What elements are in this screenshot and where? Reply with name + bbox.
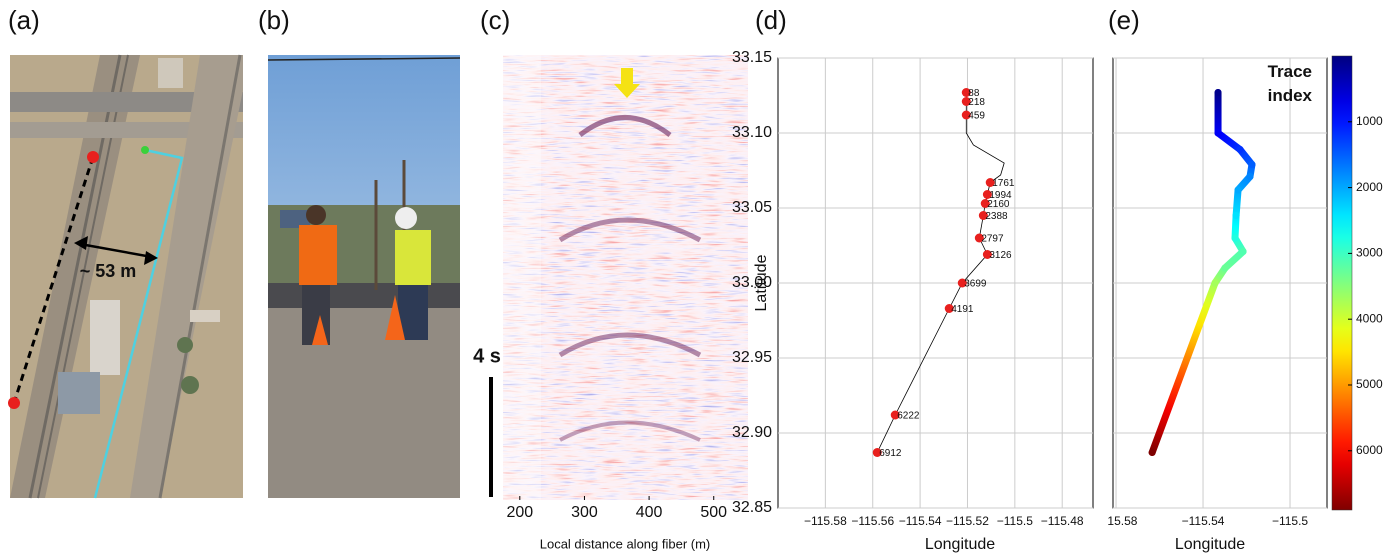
- y-axis-label: Latitude: [753, 254, 770, 311]
- colorbar-tick-label: 3000: [1356, 246, 1383, 260]
- station-marker: [961, 88, 971, 97]
- track-vertex: [1246, 173, 1254, 180]
- station-label: 459: [968, 111, 985, 122]
- track-panel: Longitude −115.58 −115.54 −115.5 1000 2000 30…: [1095, 55, 1383, 553]
- station-marker: [944, 304, 954, 313]
- station-label: 3699: [964, 279, 987, 290]
- station-marker: [980, 199, 990, 208]
- track-vertex: [1214, 129, 1222, 137]
- track-vertex: [1148, 449, 1156, 456]
- station-label: 218: [968, 97, 985, 108]
- track-segment: [1214, 129, 1244, 153]
- aerial-map: ~ 53 m: [8, 54, 243, 499]
- track-vertex: [1221, 264, 1229, 272]
- x-tick-label: −115.48: [1041, 514, 1084, 528]
- track-segment: [1221, 248, 1247, 272]
- track-vertex: [1214, 89, 1222, 96]
- y-tick-label: 32.90: [732, 424, 772, 441]
- colorbar: [1331, 55, 1353, 511]
- x-tick-label: −115.56: [851, 514, 894, 528]
- field-photo: [267, 55, 461, 498]
- y-tick-label: 33.00: [732, 274, 772, 291]
- x-axis-label: Longitude: [925, 536, 995, 553]
- track-segment: [1148, 279, 1219, 456]
- colorbar-tick-label: 2000: [1356, 180, 1383, 194]
- station-label: 1994: [989, 190, 1012, 201]
- track-vertex: [1234, 186, 1242, 194]
- station-label: 6912: [879, 448, 902, 459]
- station-label: 1761: [992, 178, 1015, 189]
- station-label: 6222: [897, 411, 920, 422]
- y-tick-label: 32.95: [732, 349, 772, 366]
- scale-bar-label: 4 s: [473, 345, 501, 367]
- station-marker: [890, 410, 900, 420]
- colorbar-tick-label: 5000: [1356, 377, 1383, 391]
- x-tick-label: 500: [700, 504, 727, 521]
- colorbar-tick-label: 4000: [1356, 311, 1383, 325]
- track-vertex: [1211, 279, 1219, 287]
- y-tick-label: 33.15: [732, 49, 772, 66]
- station-marker: [961, 97, 971, 106]
- x-tick-label: −115.5: [997, 514, 1033, 528]
- x-tick-label: −115.58: [804, 514, 847, 528]
- x-tick-label: 400: [636, 504, 663, 521]
- station-label: 3126: [989, 250, 1012, 261]
- x-tick-label: −115.54: [1182, 514, 1225, 528]
- x-tick-label: −115.58: [1095, 514, 1138, 528]
- x-tick-label: −115.5: [1272, 514, 1308, 528]
- colorbar-label: Trace index: [1267, 62, 1312, 105]
- track-vertex: [1248, 161, 1256, 168]
- station-marker: [974, 233, 984, 243]
- station-label: 2797: [981, 234, 1004, 245]
- seismic-image: 4 s 200 300 400 500 Local distance along fib…: [473, 55, 748, 551]
- panel-label: (e): [1108, 5, 1140, 35]
- station-marker: [985, 178, 995, 187]
- track-segment: [1232, 186, 1242, 219]
- station-label: 2388: [985, 211, 1008, 222]
- x-tick-label: 300: [571, 504, 598, 521]
- scatter-panel: Longitude Latitude −115.58 −115.56 −115.54…: [732, 49, 1094, 553]
- distance-annotation: ~ 53 m: [80, 261, 137, 281]
- x-tick-label: −115.52: [946, 514, 989, 528]
- station-marker: [957, 278, 967, 288]
- colorbar-tick-label: 6000: [1356, 443, 1383, 457]
- station-label: 2160: [987, 199, 1010, 210]
- station-marker: [872, 448, 882, 457]
- station-label: 4191: [951, 304, 974, 315]
- x-axis-label: Local distance along fiber (m): [540, 536, 711, 551]
- station-label: 88: [968, 88, 980, 99]
- x-axis-label: Longitude: [1175, 536, 1245, 553]
- y-tick-label: 32.85: [732, 499, 772, 516]
- panel-label: (b): [258, 5, 290, 35]
- track-vertex: [1236, 146, 1244, 153]
- panel-label: (c): [480, 5, 510, 35]
- y-tick-label: 33.10: [732, 124, 772, 141]
- station-marker: [982, 190, 992, 199]
- x-tick-label: 200: [506, 504, 533, 521]
- x-tick-labels: −115.58 −115.54 −115.5: [1095, 514, 1308, 528]
- track-segment: [1231, 212, 1240, 242]
- panel-label: (a): [8, 5, 40, 35]
- track-vertex: [1232, 212, 1240, 219]
- station-marker: [978, 211, 988, 220]
- track-vertex: [1231, 234, 1239, 242]
- station-marker: [961, 110, 971, 120]
- y-tick-label: 33.05: [732, 199, 772, 216]
- track-vertex: [1239, 248, 1247, 255]
- station-marker: [982, 250, 992, 259]
- colorbar-tick-label: 1000: [1356, 114, 1383, 128]
- panel-label: (d): [755, 5, 787, 35]
- x-tick-label: −115.54: [899, 514, 942, 528]
